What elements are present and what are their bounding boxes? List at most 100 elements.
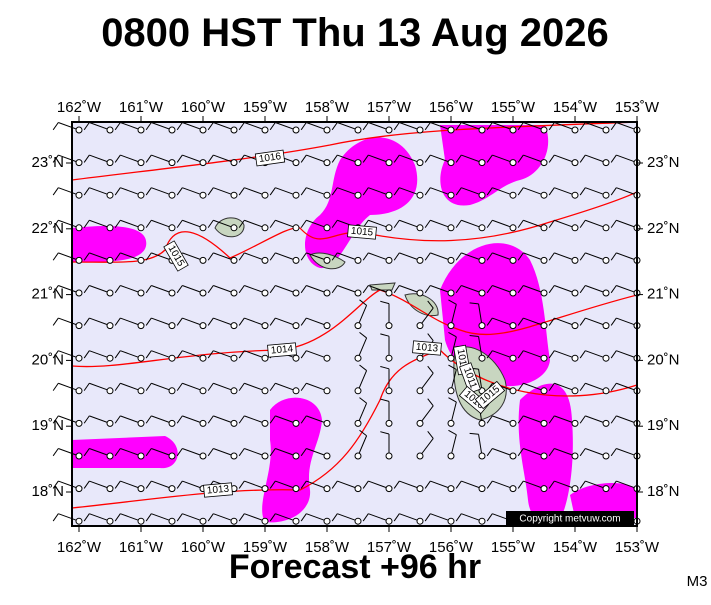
barb-feather bbox=[269, 448, 276, 457]
barb-feather bbox=[517, 252, 524, 261]
barb-station bbox=[478, 126, 486, 134]
barb-feather bbox=[176, 448, 183, 457]
isobar-label: 1016 bbox=[254, 149, 286, 167]
barb-shaft bbox=[306, 480, 328, 490]
barb-station bbox=[509, 191, 517, 199]
barb-station bbox=[540, 224, 548, 232]
barb-shaft bbox=[368, 480, 390, 490]
barb-shaft bbox=[554, 219, 576, 229]
barb-shaft bbox=[554, 382, 576, 392]
barb-station bbox=[292, 289, 300, 297]
barb-feather bbox=[83, 317, 90, 326]
barb-shaft bbox=[430, 187, 452, 196]
barb-feather bbox=[517, 415, 524, 424]
barb-station bbox=[323, 485, 331, 493]
barb-feather bbox=[176, 415, 183, 424]
barb-feather bbox=[145, 448, 152, 457]
barb-feather bbox=[207, 513, 214, 522]
barb-feather bbox=[331, 122, 338, 131]
barb-shaft bbox=[58, 252, 80, 261]
barb-feather bbox=[610, 350, 617, 359]
barb-shaft bbox=[58, 154, 80, 164]
barb-station bbox=[168, 452, 176, 460]
barb-shaft bbox=[399, 122, 421, 131]
lon-label: 156˚W bbox=[429, 539, 474, 556]
barb-station bbox=[571, 289, 579, 297]
barb-shaft bbox=[120, 122, 142, 131]
barb-shaft bbox=[478, 336, 483, 359]
barb-shaft bbox=[151, 448, 173, 457]
barb-station bbox=[540, 289, 548, 297]
barb-feather bbox=[207, 252, 214, 261]
barb-shaft bbox=[492, 252, 514, 261]
barb-station bbox=[230, 452, 238, 460]
barb-shaft bbox=[275, 480, 297, 490]
barb-shaft bbox=[461, 154, 483, 164]
barb-station bbox=[540, 256, 548, 264]
barb-feather bbox=[455, 154, 462, 163]
barb-feather bbox=[610, 382, 617, 391]
barb-feather bbox=[145, 317, 152, 326]
barb-feather bbox=[380, 333, 390, 337]
barb-shaft bbox=[182, 122, 204, 131]
barb-shaft bbox=[357, 435, 368, 457]
barb-station bbox=[230, 256, 238, 264]
barb-station bbox=[323, 191, 331, 199]
barb-shaft bbox=[120, 480, 142, 490]
barb-feather bbox=[486, 187, 493, 196]
barb-shaft bbox=[461, 513, 483, 522]
barb-shaft bbox=[151, 317, 173, 327]
lat-label: 22˚N bbox=[647, 220, 680, 237]
barb-shaft bbox=[58, 480, 80, 490]
barb-shaft bbox=[306, 415, 328, 424]
lat-label: 22˚N bbox=[31, 220, 64, 237]
barb-feather bbox=[52, 513, 59, 522]
barb-feather bbox=[579, 187, 586, 196]
lat-label: 21˚N bbox=[647, 286, 680, 303]
barb-feather bbox=[238, 252, 245, 261]
barb-shaft bbox=[430, 513, 452, 522]
lon-label: 160˚W bbox=[181, 99, 226, 116]
barb-shaft bbox=[275, 122, 297, 131]
barb-shaft bbox=[244, 513, 266, 522]
barb-shaft bbox=[151, 285, 173, 294]
barb-station bbox=[478, 322, 486, 330]
barb-feather bbox=[176, 154, 183, 163]
barb-shaft bbox=[616, 448, 638, 457]
barb-shaft bbox=[554, 285, 576, 294]
barb-feather bbox=[548, 350, 555, 359]
barb-feather bbox=[486, 480, 493, 489]
barb-station bbox=[168, 485, 176, 493]
barb-feather bbox=[579, 154, 586, 163]
barb-shaft bbox=[450, 434, 457, 457]
barb-feather bbox=[269, 219, 276, 228]
barb-shaft bbox=[151, 154, 173, 164]
barb-shaft bbox=[120, 317, 142, 327]
barb-station bbox=[261, 419, 269, 427]
barb-shaft bbox=[275, 219, 297, 229]
barb-station bbox=[199, 419, 207, 427]
barb-feather bbox=[579, 415, 586, 424]
lon-label: 159˚W bbox=[243, 539, 288, 556]
barb-shaft bbox=[554, 480, 576, 490]
barb-feather bbox=[52, 154, 59, 163]
barb-shaft bbox=[244, 285, 266, 294]
barb-station bbox=[416, 126, 424, 134]
barb-feather bbox=[517, 317, 524, 326]
barb-feather bbox=[610, 317, 617, 326]
barb-station bbox=[137, 224, 145, 232]
barb-shaft bbox=[616, 480, 638, 490]
barb-station bbox=[292, 159, 300, 167]
barb-station bbox=[447, 485, 455, 493]
barb-feather bbox=[300, 382, 307, 391]
barb-feather bbox=[176, 285, 183, 294]
isobar-label-text: 1015 bbox=[350, 226, 374, 239]
barb-feather bbox=[207, 415, 214, 424]
barb-station bbox=[137, 191, 145, 199]
barb-shaft bbox=[306, 513, 328, 522]
barb-feather bbox=[548, 252, 555, 261]
barb-feather bbox=[362, 154, 369, 163]
barb-feather bbox=[548, 317, 555, 326]
barb-feather bbox=[455, 513, 462, 522]
barb-station bbox=[199, 517, 207, 525]
